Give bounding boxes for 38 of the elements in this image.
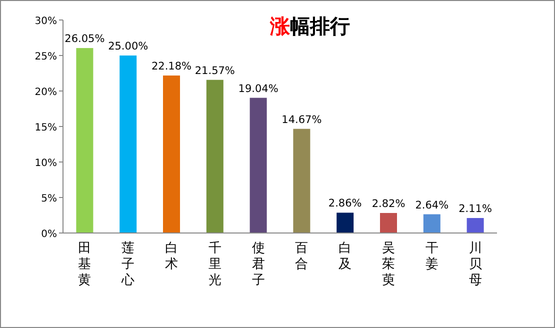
y-tick-label: 25% <box>34 52 57 62</box>
x-tick-label: 田基黄 <box>78 241 92 288</box>
y-tick-label: 0% <box>41 229 57 240</box>
bar <box>466 218 484 233</box>
x-tick-label: 白术 <box>165 241 178 272</box>
bar <box>423 214 440 233</box>
x-tick-label: 千里光 <box>208 241 222 288</box>
bar <box>336 212 354 233</box>
bar <box>380 212 397 233</box>
bar <box>76 48 94 233</box>
data-label: 26.05% <box>64 33 105 46</box>
x-tick-label: 干姜 <box>425 241 438 272</box>
y-tick-label: 30% <box>34 16 57 27</box>
data-label: 2.11% <box>458 203 492 216</box>
chart-title: 涨幅排行 <box>269 14 350 38</box>
x-tick-label: 百合 <box>295 241 308 272</box>
bar <box>250 98 267 233</box>
x-tick-label: 吴茱萸 <box>382 241 395 288</box>
bar <box>163 76 180 233</box>
x-tick-label: 使君子 <box>252 241 265 288</box>
bar <box>120 56 137 233</box>
data-label: 14.67% <box>282 114 322 126</box>
x-tick-label: 白及 <box>338 241 352 272</box>
data-label: 2.86% <box>328 198 362 210</box>
y-tick-label: 15% <box>34 122 57 134</box>
data-label: 2.82% <box>372 198 406 210</box>
x-tick-label: 川贝母 <box>468 241 482 288</box>
y-tick-label: 10% <box>34 158 57 169</box>
data-label: 25.00% <box>108 40 148 52</box>
x-tick-label: 莲子心 <box>120 241 135 288</box>
bar <box>293 128 310 233</box>
bar <box>206 80 224 233</box>
data-label: 22.18% <box>151 60 192 73</box>
data-label: 21.57% <box>194 64 235 77</box>
y-tick-label: 5% <box>41 194 57 204</box>
data-label: 19.04% <box>238 82 278 95</box>
y-tick-label: 20% <box>34 87 57 98</box>
data-label: 2.64% <box>415 199 449 212</box>
